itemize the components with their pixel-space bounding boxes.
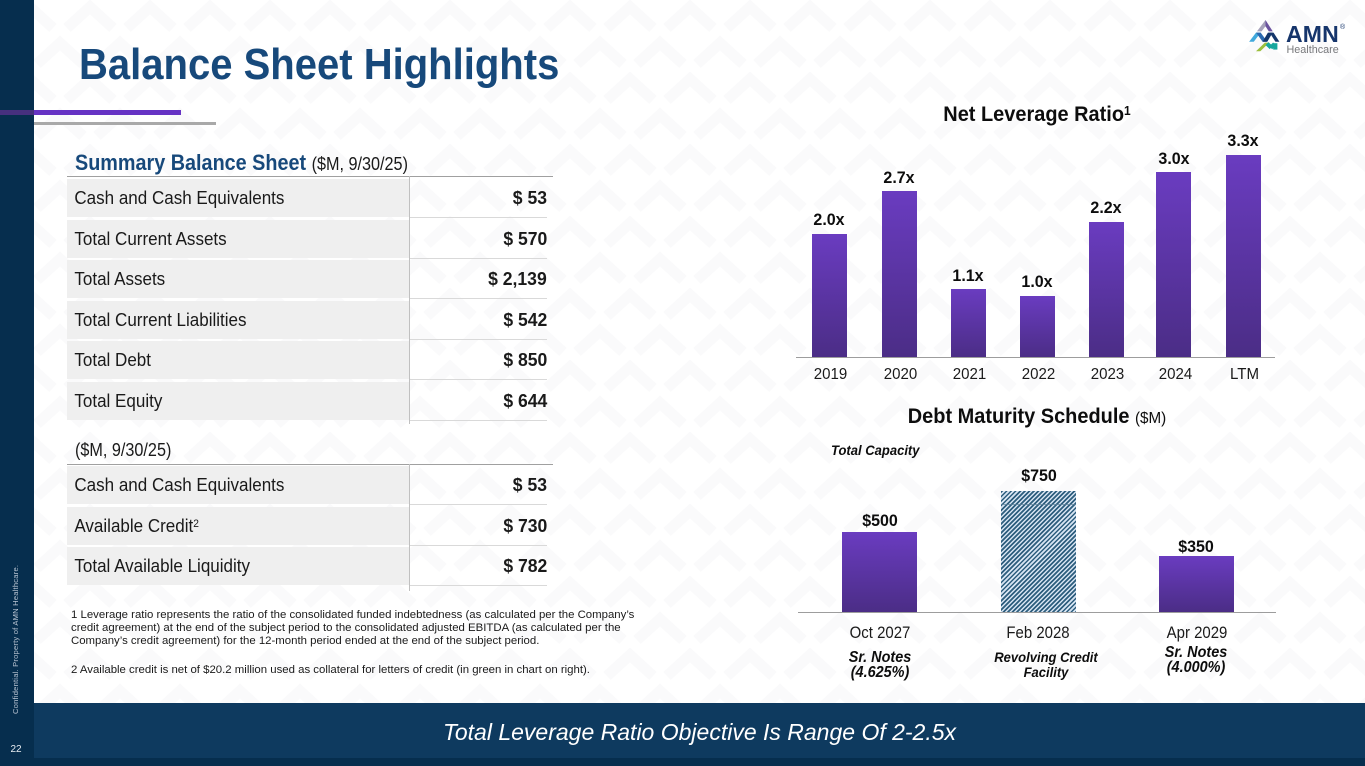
svg-text:AMN: AMN — [1286, 21, 1339, 47]
svg-text:®: ® — [1340, 23, 1346, 31]
svg-text:Healthcare: Healthcare — [1287, 44, 1339, 56]
